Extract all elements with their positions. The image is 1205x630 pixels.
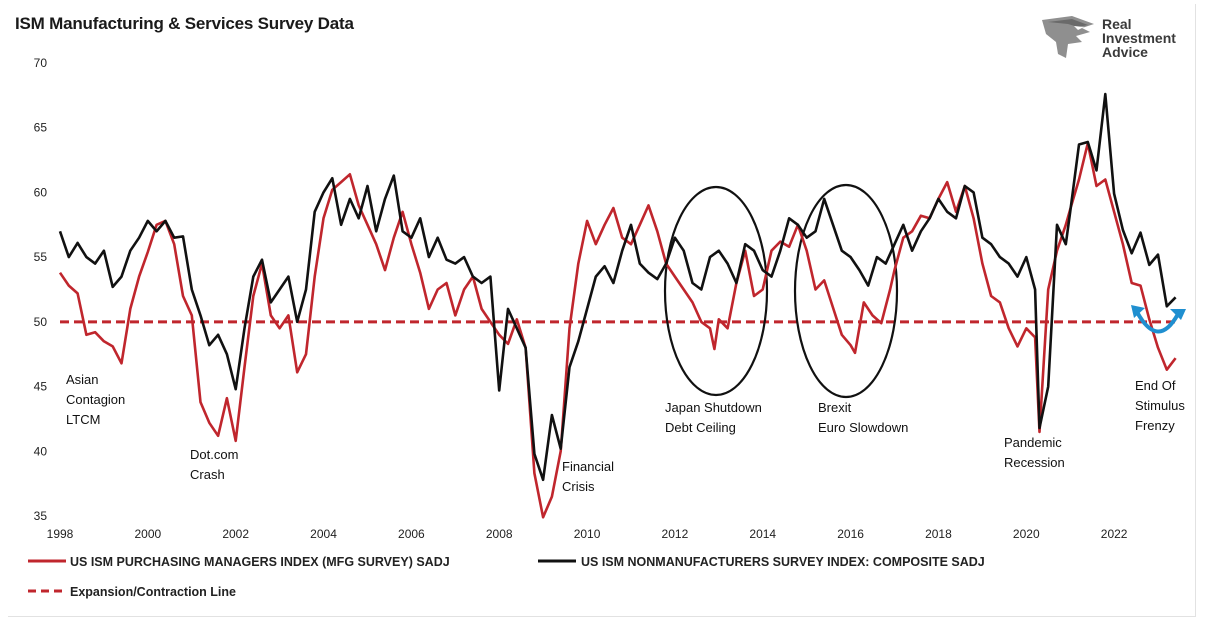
y-tick-label: 55 [34, 250, 48, 264]
annotation-label: Dot.com Crash [190, 447, 238, 482]
logo-line-1: Real [1102, 16, 1132, 32]
legend-label-mfg: US ISM PURCHASING MANAGERS INDEX (MFG SU… [70, 555, 450, 569]
chart-frame [8, 4, 1196, 617]
y-tick-label: 65 [34, 121, 48, 135]
japan-shutdown-ellipse [663, 185, 769, 397]
annotation-label: Brexit Euro Slowdown [818, 400, 908, 435]
y-tick-label: 70 [34, 56, 48, 70]
series-lines [58, 92, 1177, 519]
x-tick-label: 2006 [398, 527, 425, 541]
x-tick-label: 2004 [310, 527, 337, 541]
x-tick-label: 2010 [574, 527, 601, 541]
annotations: Asian Contagion LTCM Dot.com Crash Financial C… [66, 372, 1185, 494]
legend-label-services: US ISM NONMANUFACTURERS SURVEY INDEX: CO… [581, 555, 985, 569]
annotation-shapes [663, 183, 899, 399]
x-tick-label: 2000 [134, 527, 161, 541]
y-tick-label: 45 [34, 380, 48, 394]
y-tick-label: 60 [34, 185, 48, 199]
x-tick-label: 1998 [47, 527, 74, 541]
x-tick-label: 2008 [486, 527, 513, 541]
x-tick-label: 2022 [1101, 527, 1128, 541]
y-tick-label: 50 [34, 315, 48, 329]
annotation-label: Financial Crisis [562, 459, 614, 494]
rebound-arrow-icon [1131, 305, 1186, 334]
y-tick-label: 35 [34, 509, 48, 523]
company-logo: Real Investment Advice [1038, 14, 1198, 64]
chart-title: ISM Manufacturing & Services Survey Data [15, 14, 354, 33]
annotation-label: Japan Shutdown Debt Ceiling [665, 400, 762, 435]
logo-line-2: Investment [1102, 30, 1176, 46]
legend-label-line50: Expansion/Contraction Line [70, 585, 236, 599]
x-tick-label: 2014 [749, 527, 776, 541]
annotation-label: End Of Stimulus Frenzy [1135, 378, 1185, 433]
x-axis-ticks: 1998 2000 2002 2004 2006 2008 2010 2012 2014 2016… [47, 527, 1128, 541]
eagle-head-icon [1042, 16, 1094, 58]
y-axis-ticks: 35 40 45 50 55 60 65 70 [34, 56, 48, 523]
x-tick-label: 2012 [662, 527, 689, 541]
x-tick-label: 2018 [925, 527, 952, 541]
series-line-services [58, 92, 1177, 482]
legend: US ISM PURCHASING MANAGERS INDEX (MFG SU… [28, 555, 985, 599]
x-tick-label: 2020 [1013, 527, 1040, 541]
x-tick-label: 2002 [222, 527, 249, 541]
series-line-manufacturing [58, 141, 1177, 519]
brexit-ellipse [793, 183, 899, 399]
logo-line-3: Advice [1102, 44, 1148, 60]
y-tick-label: 40 [34, 444, 48, 458]
x-tick-label: 2016 [837, 527, 864, 541]
annotation-label: Asian Contagion LTCM [66, 372, 125, 427]
annotation-label: Pandemic Recession [1004, 435, 1065, 470]
